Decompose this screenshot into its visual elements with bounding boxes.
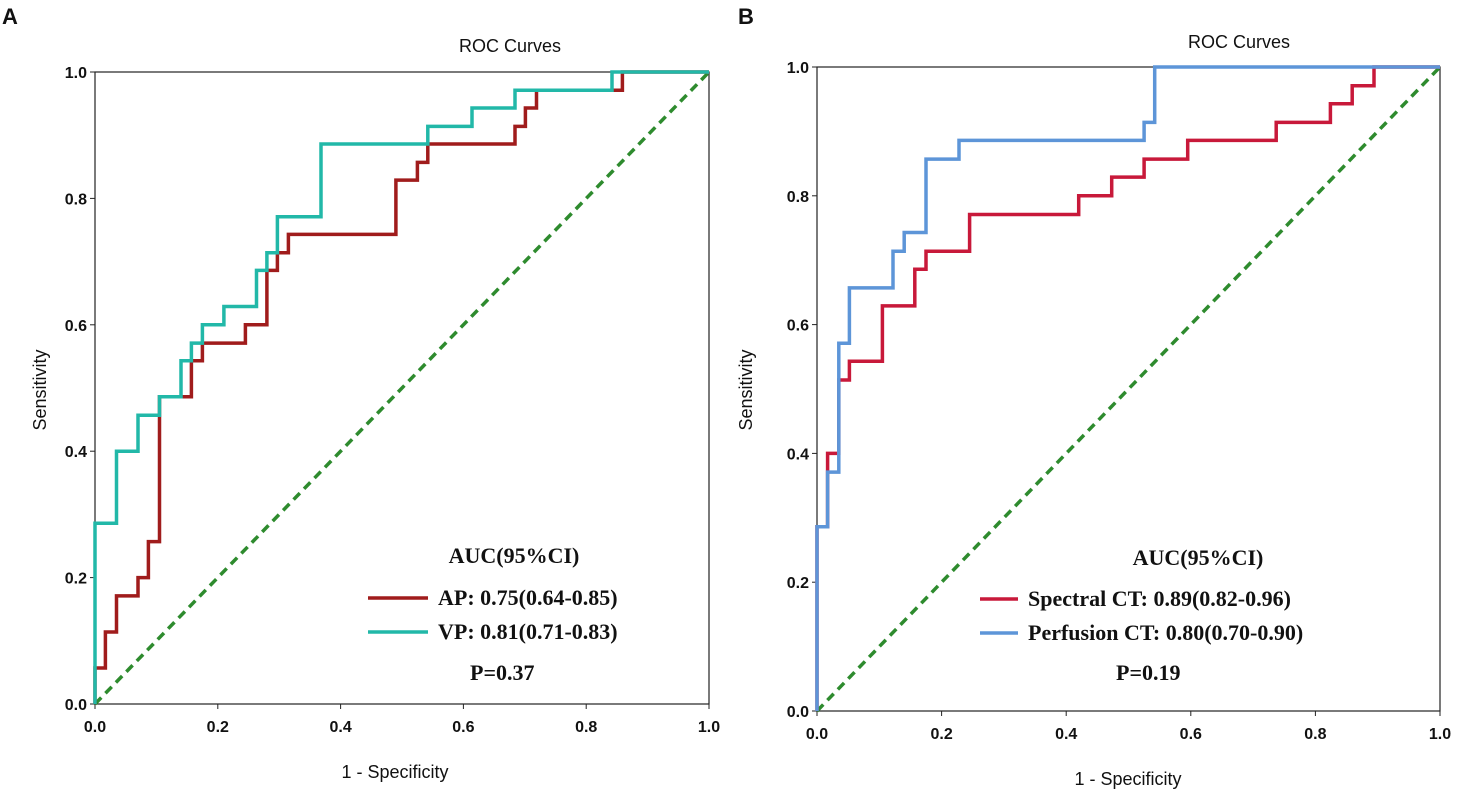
legend-label-perfusion: Perfusion CT: 0.80(0.70-0.90) (1028, 620, 1303, 645)
x-tick-label-a: 0.8 (575, 719, 597, 736)
x-tick-label-a: 0.0 (84, 719, 106, 736)
x-tick-label-a: 0.4 (329, 719, 351, 736)
y-tick-label-b: 0.0 (787, 704, 809, 721)
legend-label-vp: VP: 0.81(0.71-0.83) (438, 619, 618, 644)
plot-frame-a (94, 71, 710, 705)
x-tick-label-b: 0.8 (1304, 726, 1326, 743)
panel-label-a: A (2, 4, 18, 29)
reference-diagonal-a (93, 70, 711, 706)
legend-label-spectral: Spectral CT: 0.89(0.82-0.96) (1028, 586, 1291, 611)
x-tick-label-b: 1.0 (1429, 726, 1451, 743)
legend-title-b: AUC(95%CI) (1133, 545, 1264, 570)
legend-label-ap: AP: 0.75(0.64-0.85) (438, 585, 618, 610)
y-axis-label-b: Sensitivity (736, 349, 756, 430)
y-tick-label-b: 0.6 (787, 318, 809, 335)
roc-curve-perfusion-ct (815, 65, 1440, 711)
y-tick-label-b: 0.8 (787, 189, 809, 206)
x-axis-label-a: 1 - Specificity (341, 762, 448, 782)
chart-title-b: ROC Curves (1188, 32, 1290, 52)
reference-diagonal-b (815, 65, 1442, 713)
x-tick-label-a: 0.2 (207, 719, 229, 736)
y-tick-label-a: 0.0 (65, 697, 87, 714)
plot-frame-b (816, 66, 1441, 712)
x-tick-label-b: 0.0 (806, 726, 828, 743)
y-tick-label-a: 1.0 (65, 65, 87, 82)
x-tick-label-a: 0.6 (452, 719, 474, 736)
p-value-b: P=0.19 (1116, 660, 1180, 685)
legend-title-a: AUC(95%CI) (449, 543, 580, 568)
y-tick-label-a: 0.6 (65, 318, 87, 335)
y-axis-label-a: Sensitivity (30, 349, 50, 430)
panel-b: B ROC Curves 1 - Specificity Sensitivity… (736, 4, 1451, 789)
y-tick-label-b: 0.4 (787, 446, 809, 463)
panel-label-b: B (738, 4, 754, 29)
x-axis-label-b: 1 - Specificity (1074, 769, 1181, 789)
roc-curve-spectral-ct (815, 65, 1440, 711)
roc-curve-ap (93, 70, 709, 704)
panel-a: A ROC Curves 1 - Specificity Sensitivity… (2, 4, 720, 782)
x-tick-label-b: 0.4 (1055, 726, 1077, 743)
x-tick-label-a: 1.0 (698, 719, 720, 736)
roc-curve-vp (93, 70, 709, 704)
x-tick-label-b: 0.6 (1180, 726, 1202, 743)
y-tick-label-b: 1.0 (787, 60, 809, 77)
p-value-a: P=0.37 (470, 660, 534, 685)
x-tick-label-b: 0.2 (930, 726, 952, 743)
y-tick-label-a: 0.4 (65, 444, 87, 461)
y-tick-label-a: 0.8 (65, 191, 87, 208)
chart-title-a: ROC Curves (459, 36, 561, 56)
y-tick-label-b: 0.2 (787, 575, 809, 592)
y-tick-label-a: 0.2 (65, 571, 87, 588)
